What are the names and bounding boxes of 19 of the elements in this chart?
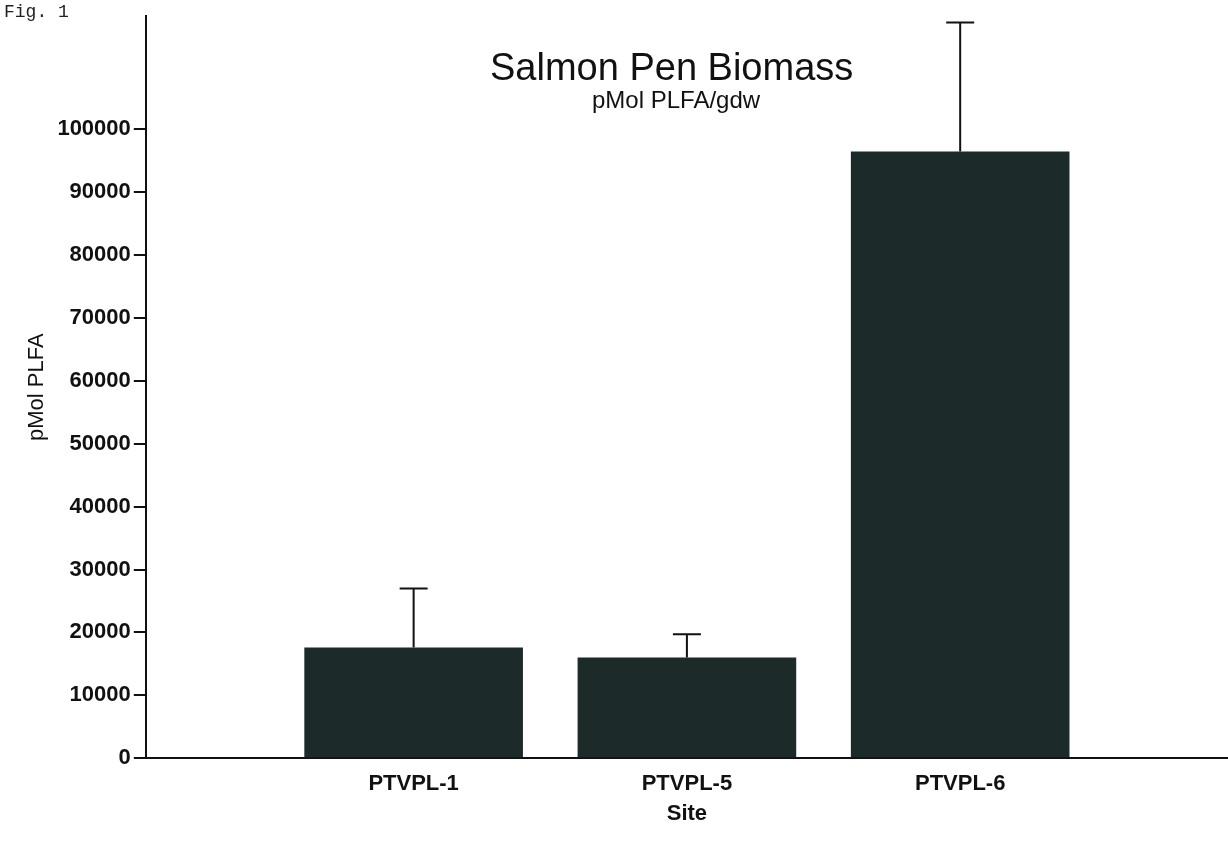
y-tick-label: 0: [118, 744, 131, 770]
y-tick-label: 10000: [69, 681, 131, 707]
y-tick-label: 30000: [69, 555, 131, 581]
y-tick-label: 60000: [69, 366, 131, 392]
y-tick-label: 80000: [69, 241, 131, 267]
x-axis-title: Site: [666, 799, 708, 825]
y-tick-label: 90000: [69, 178, 131, 204]
x-tick-label: PTVPL-6: [914, 770, 1006, 796]
y-tick-label: 100000: [57, 115, 131, 141]
x-tick-label: PTVPL-1: [368, 770, 459, 796]
y-tick-label: 70000: [69, 304, 131, 330]
y-tick-label: 50000: [69, 429, 131, 455]
y-tick-label: 40000: [69, 492, 131, 518]
x-tick-label: PTVPL-5: [641, 770, 733, 796]
text: Salmon Pen Biomass: [490, 46, 854, 89]
y-tick-label: 20000: [69, 618, 131, 644]
y-axis-title: pMol PLFA: [23, 333, 49, 441]
caption: Fig. 1: [4, 2, 69, 22]
text: pMol PLFA/gdw: [592, 86, 761, 114]
